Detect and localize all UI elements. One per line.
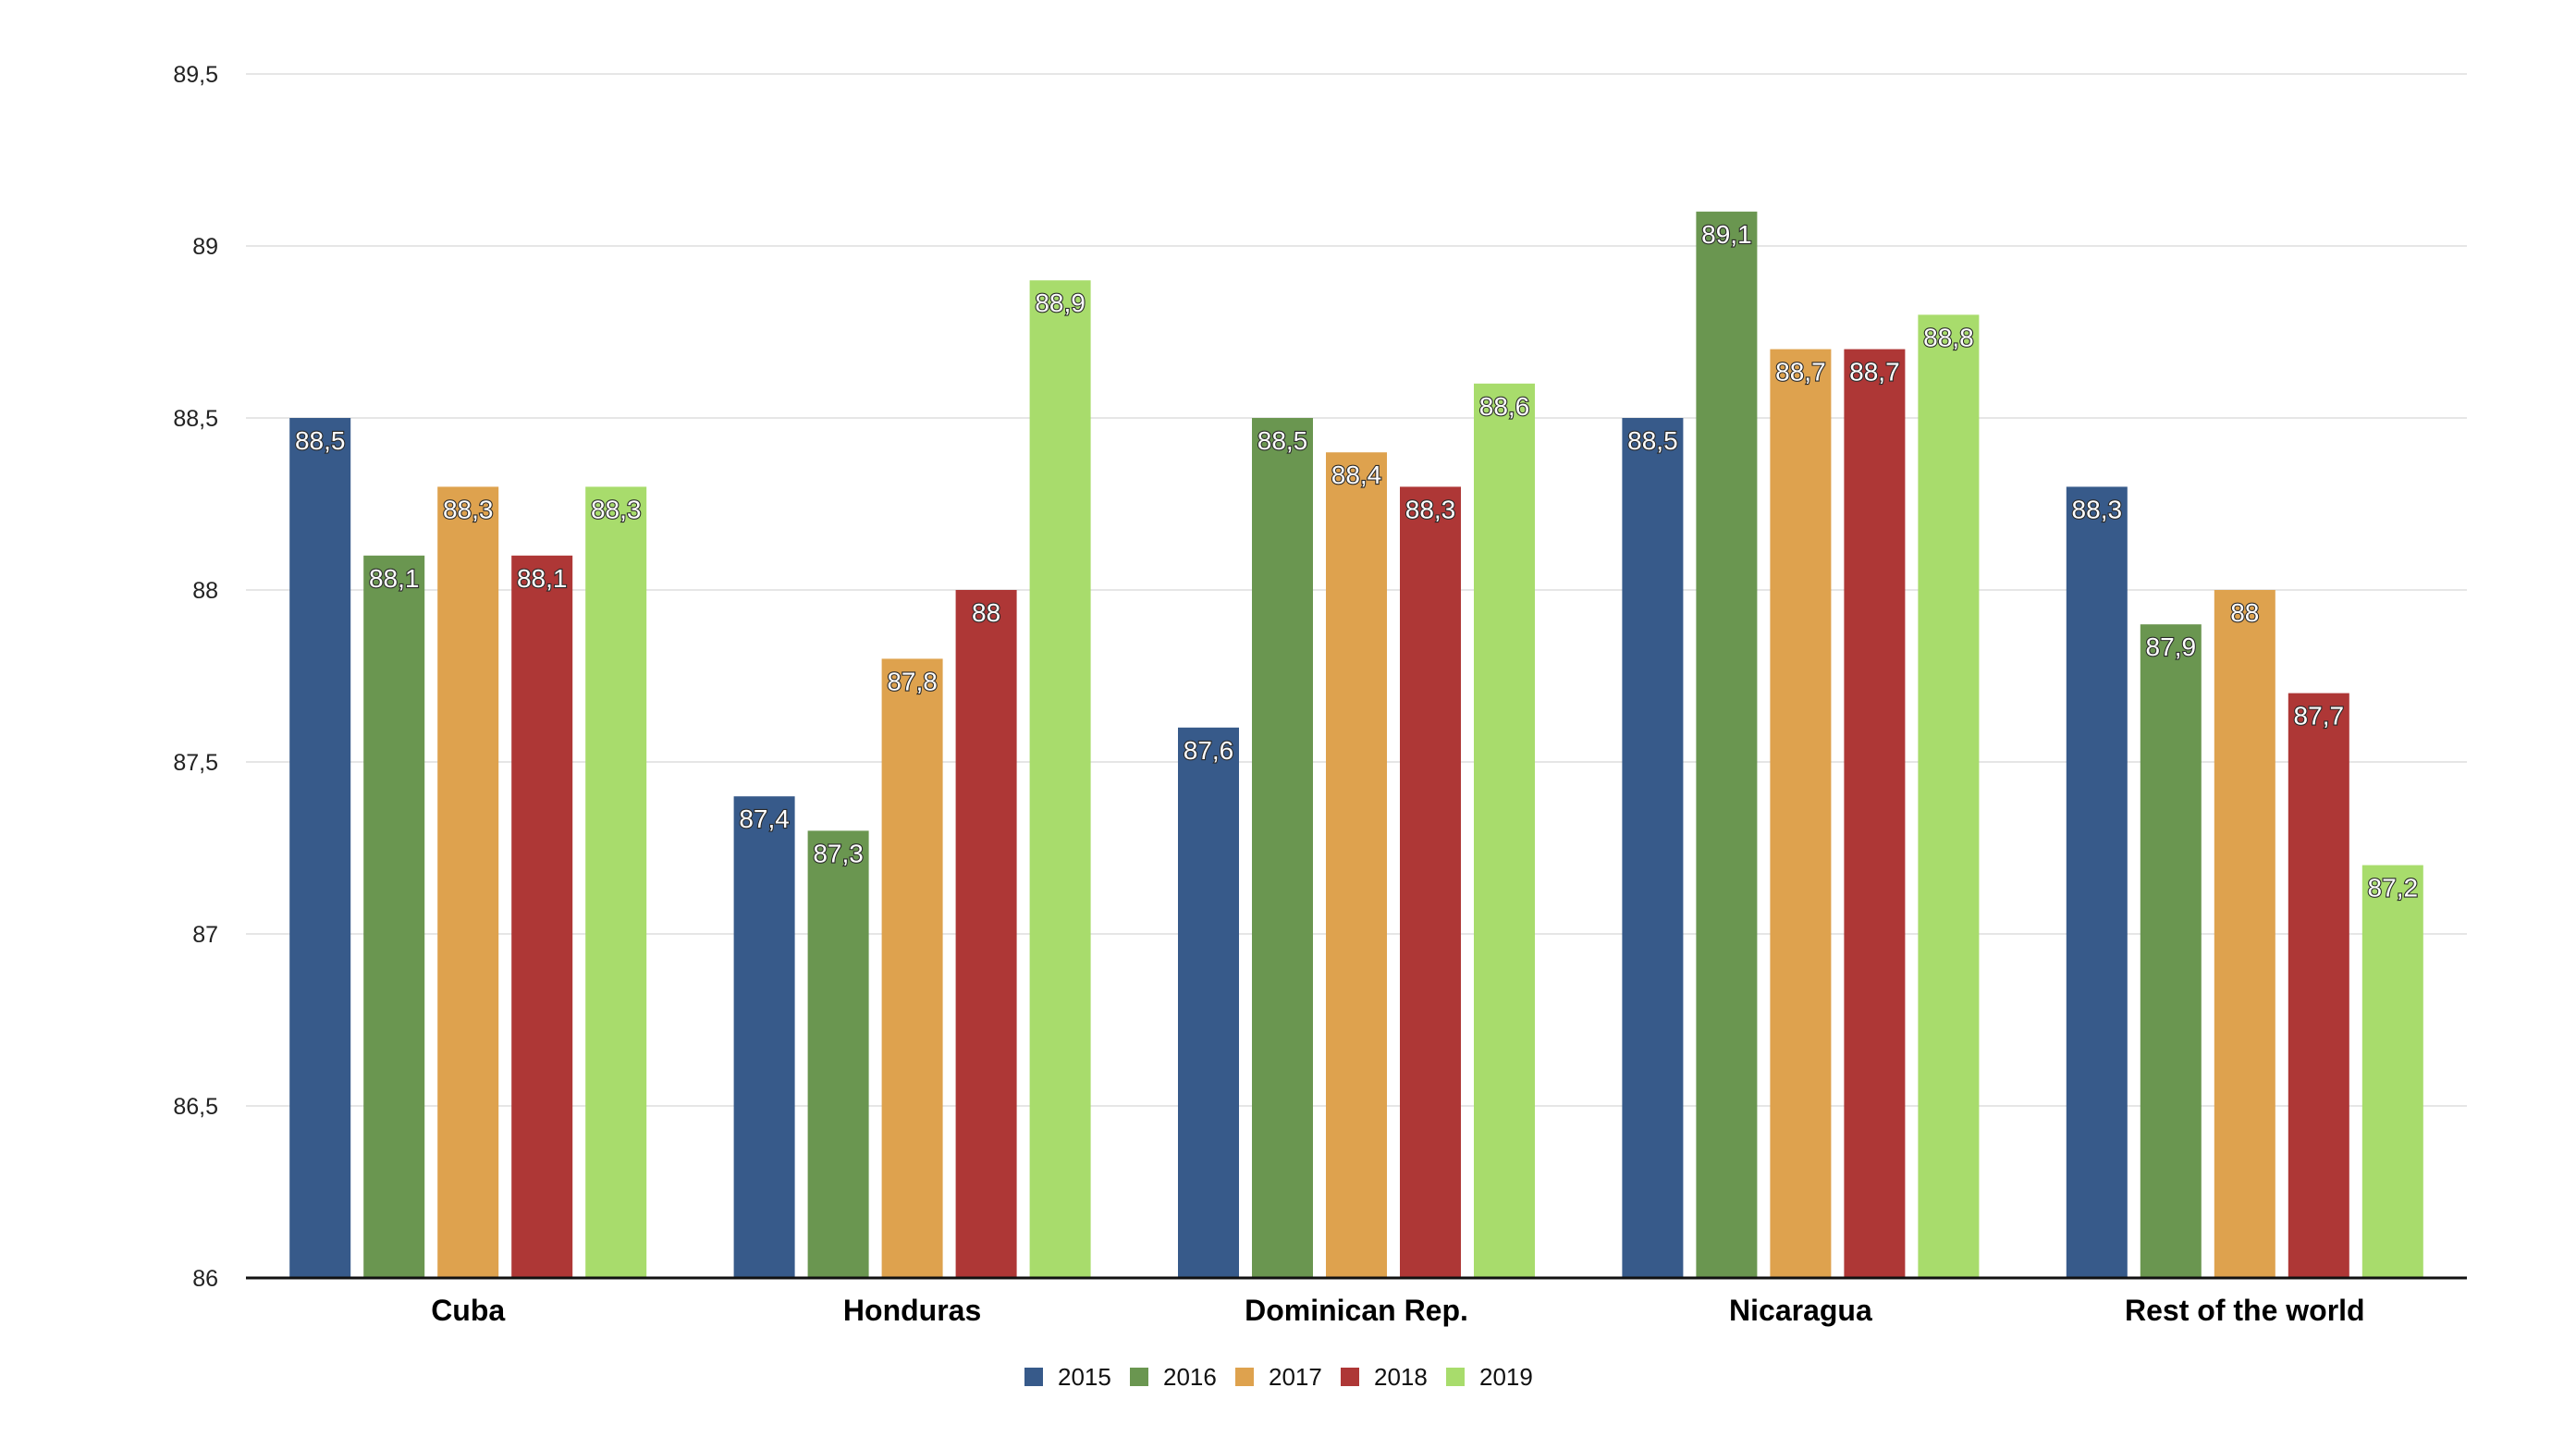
bar-2018 — [1844, 349, 1906, 1279]
legend-label: 2016 — [1163, 1363, 1217, 1391]
x-category-label: Cuba — [431, 1294, 505, 1327]
legend-label: 2019 — [1479, 1363, 1533, 1391]
bars — [289, 211, 2423, 1279]
y-tick-label: 86,5 — [173, 1094, 218, 1120]
legend-swatch-2017 — [1235, 1368, 1254, 1386]
x-category-label: Honduras — [843, 1294, 981, 1327]
bar-2017 — [437, 486, 499, 1278]
x-category-label: Rest of the world — [2125, 1294, 2365, 1327]
data-label: 88,7 — [1849, 358, 1900, 387]
y-tick-label: 87 — [192, 922, 218, 948]
data-label: 88,6 — [1479, 392, 1530, 421]
data-label: 87,9 — [2146, 632, 2197, 661]
bar-2015 — [289, 418, 351, 1278]
bar-2017 — [881, 658, 943, 1278]
data-label: 88,5 — [1257, 426, 1308, 455]
bar-2017 — [2214, 590, 2275, 1278]
bar-2019 — [1918, 314, 1980, 1278]
bar-2018 — [1400, 486, 1461, 1278]
bar-2016 — [807, 830, 869, 1278]
data-label: 88,5 — [1627, 426, 1678, 455]
data-label: 88,8 — [1923, 323, 1974, 351]
data-label: 87,2 — [2368, 874, 2419, 903]
bar-2019 — [2361, 865, 2423, 1278]
bar-2016 — [1252, 418, 1313, 1278]
data-label: 88,4 — [1331, 460, 1382, 489]
data-label: 88,9 — [1035, 289, 1086, 317]
bar-2018 — [955, 590, 1017, 1278]
x-category-label: Dominican Rep. — [1245, 1294, 1468, 1327]
legend-label: 2017 — [1269, 1363, 1322, 1391]
data-label: 87,7 — [2294, 702, 2345, 731]
bar-2019 — [585, 486, 647, 1278]
y-tick-label: 88,5 — [173, 406, 218, 432]
data-label: 88,3 — [591, 495, 642, 523]
bar-2019 — [1029, 280, 1091, 1279]
legend-swatch-2015 — [1024, 1368, 1043, 1386]
bar-2017 — [1770, 349, 1832, 1279]
legend: 2015 2016 2017 2018 2019 — [1024, 1363, 1533, 1391]
data-label: 88,5 — [295, 426, 346, 455]
legend-swatch-2019 — [1446, 1368, 1465, 1386]
data-label: 87,3 — [813, 839, 864, 867]
bar-2015 — [1178, 727, 1239, 1278]
bar-2015 — [1622, 418, 1684, 1278]
data-label: 88,3 — [2072, 495, 2123, 523]
legend-swatch-2018 — [1341, 1368, 1359, 1386]
bar-2018 — [2288, 693, 2349, 1278]
x-category-label: Nicaragua — [1729, 1294, 1872, 1327]
y-tick-label: 89 — [192, 234, 218, 260]
data-label: 89,1 — [1701, 220, 1752, 249]
data-label: 88,1 — [517, 564, 568, 593]
data-label: 88,7 — [1775, 358, 1826, 387]
bar-2016 — [2140, 624, 2202, 1278]
bar-2018 — [511, 555, 573, 1278]
y-tick-label: 88 — [192, 578, 218, 604]
bar-2016 — [363, 555, 425, 1278]
y-tick-label: 87,5 — [173, 750, 218, 776]
y-tick-label: 89,5 — [173, 62, 218, 88]
legend-swatch-2016 — [1130, 1368, 1148, 1386]
y-axis-ticks: 86 86,5 87 87,5 88 88,5 89 89,5 — [173, 62, 218, 1292]
x-axis-categories: Cuba Honduras Dominican Rep. Nicaragua Rest … — [431, 1294, 2364, 1327]
data-label: 88 — [2230, 598, 2259, 627]
data-label: 87,8 — [887, 667, 938, 695]
data-labels: 88,5 88,1 88,3 88,1 88,3 87,4 87,3 87,8 88 88,9 87… — [294, 219, 2419, 903]
legend-label: 2015 — [1058, 1363, 1111, 1391]
bar-2017 — [1326, 452, 1387, 1278]
data-label: 87,6 — [1184, 736, 1234, 765]
bar-2016 — [1696, 211, 1758, 1278]
data-label: 88,1 — [369, 564, 420, 593]
data-label: 87,4 — [739, 804, 790, 833]
data-label: 88,3 — [1405, 495, 1456, 523]
bar-2019 — [1474, 383, 1535, 1278]
data-label: 88 — [972, 598, 1000, 627]
data-label: 88,3 — [443, 495, 494, 523]
legend-label: 2018 — [1374, 1363, 1428, 1391]
bar-2015 — [733, 796, 795, 1278]
y-tick-label: 86 — [192, 1266, 218, 1292]
bar-2015 — [2066, 486, 2128, 1278]
